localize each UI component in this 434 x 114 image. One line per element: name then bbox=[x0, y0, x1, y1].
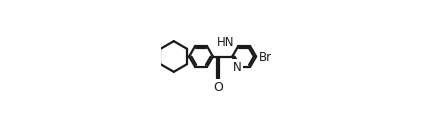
Text: N: N bbox=[233, 61, 241, 74]
Text: Br: Br bbox=[258, 51, 272, 63]
Text: HN: HN bbox=[217, 36, 234, 49]
Text: O: O bbox=[213, 80, 223, 93]
